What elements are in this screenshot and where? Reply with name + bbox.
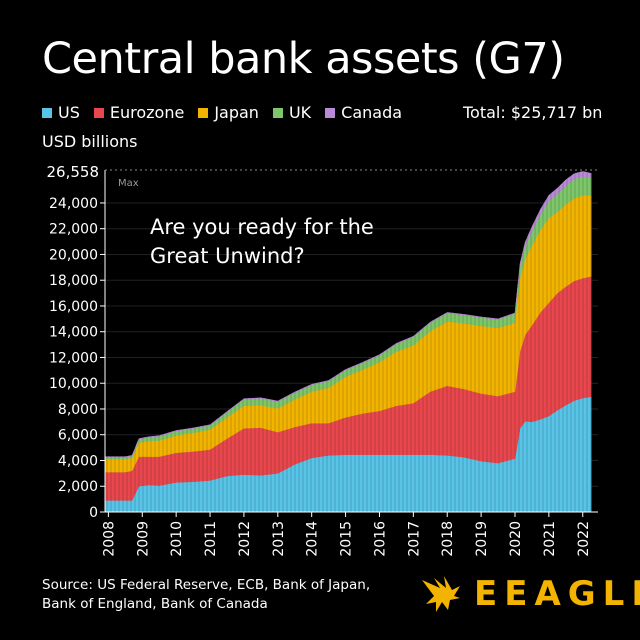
stacked-area-chart: 0 2,000 4,000 6,000 8,000 10,000 12,000 14,000 1… — [47, 163, 598, 557]
legend-swatch-us — [42, 107, 52, 118]
y-tick-label: 0 — [89, 505, 98, 521]
legend-item-uk: UK — [272, 103, 312, 122]
y-tick-label: 12,000 — [49, 350, 98, 366]
unit-label: USD billions — [42, 132, 138, 151]
legend-item-eurozone: Eurozone — [93, 103, 185, 122]
x-tick-label: 2015 — [339, 521, 355, 557]
logo-text: EEAGLI — [474, 574, 640, 614]
y-tick-label: 6,000 — [58, 428, 98, 444]
legend-swatch-uk — [272, 107, 283, 118]
y-tick-label: 24,000 — [49, 196, 98, 212]
legend-swatch-japan — [198, 107, 209, 118]
eagle-icon — [422, 576, 460, 612]
x-tick-label: 2014 — [305, 521, 321, 557]
x-tick-label: 2013 — [271, 521, 287, 557]
legend-item-us: US — [42, 103, 80, 122]
x-tick-label: 2017 — [406, 521, 422, 557]
x-tick-label: 2016 — [372, 521, 388, 557]
brand-logo: EEAGLI — [420, 574, 640, 614]
source-line-1: Source: US Federal Reserve, ECB, Bank of… — [42, 577, 371, 593]
annotation-line-2: Great Unwind? — [150, 244, 305, 268]
y-tick-label: 2,000 — [58, 479, 98, 495]
x-tick-label: 2008 — [101, 521, 117, 557]
x-tick-label: 2019 — [474, 521, 490, 557]
legend-label-us: US — [58, 103, 80, 122]
y-tick-label: 16,000 — [49, 299, 98, 315]
x-axis: 2008 2009 2010 2011 2012 2013 2014 2015 2016 2017… — [101, 511, 598, 557]
annotation-line-1: Are you ready for the — [150, 215, 374, 239]
legend-label-japan: Japan — [214, 103, 259, 122]
y-tick-label: 8,000 — [58, 402, 98, 418]
source-note: Source: US Federal Reserve, ECB, Bank of… — [42, 576, 402, 614]
x-tick-label: 2020 — [508, 521, 524, 557]
series-areas — [104, 170, 592, 513]
max-tag-label: Max — [118, 178, 139, 189]
x-tick-label: 2010 — [169, 521, 185, 557]
legend-item-canada: Canada — [325, 103, 402, 122]
page-title: Central bank assets (G7) — [42, 34, 565, 84]
total-label: Total: $25,717 bn — [463, 103, 603, 122]
source-line-2: Bank of England, Bank of Canada — [42, 596, 268, 612]
x-tick-label: 2021 — [542, 521, 558, 557]
legend-label-canada: Canada — [341, 103, 403, 122]
legend-item-japan: Japan — [198, 103, 259, 122]
legend-swatch-canada — [325, 107, 336, 118]
x-tick-label: 2009 — [135, 521, 151, 557]
y-tick-label: 22,000 — [49, 222, 98, 238]
y-tick-label: 4,000 — [58, 453, 98, 469]
x-tick-label: 2018 — [440, 521, 456, 557]
y-tick-label: 20,000 — [49, 247, 98, 263]
max-value-label: 26,558 — [47, 163, 100, 181]
x-tick-label: 2011 — [203, 521, 219, 557]
x-tick-label: 2012 — [237, 521, 253, 557]
legend-swatch-eurozone — [93, 107, 104, 118]
y-axis: 0 2,000 4,000 6,000 8,000 10,000 12,000 14,000 1… — [49, 170, 106, 521]
area-canada — [104, 171, 592, 458]
chart-legend: US Eurozone Japan UK Canada — [42, 103, 402, 122]
legend-label-eurozone: Eurozone — [109, 103, 185, 122]
y-tick-label: 10,000 — [49, 376, 98, 392]
x-tick-label: 2022 — [576, 521, 592, 557]
y-tick-label: 18,000 — [49, 273, 98, 289]
y-tick-label: 14,000 — [49, 325, 98, 341]
legend-label-uk: UK — [288, 103, 312, 122]
